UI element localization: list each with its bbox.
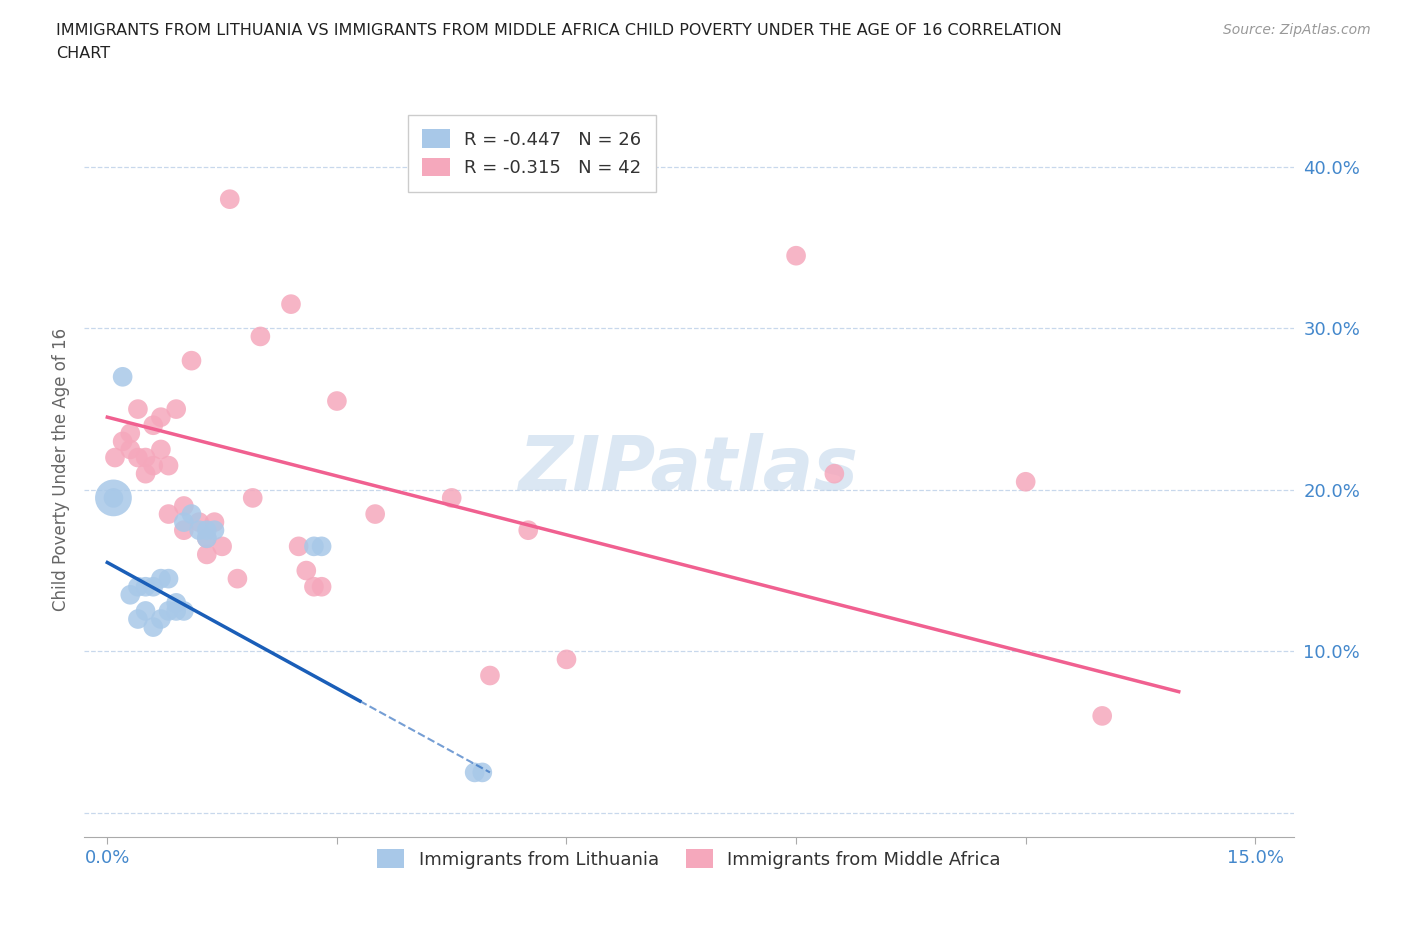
Point: [135, 579, 157, 594]
Point: [326, 393, 349, 408]
Text: ZIPatlas: ZIPatlas: [519, 433, 859, 506]
Point: [173, 604, 195, 618]
Point: [311, 579, 333, 594]
Point: [135, 604, 157, 618]
Point: [1091, 709, 1114, 724]
Point: [204, 514, 226, 529]
Point: [195, 547, 218, 562]
Point: [517, 523, 540, 538]
Point: [173, 498, 195, 513]
Point: [478, 668, 501, 683]
Point: [157, 604, 180, 618]
Point: [173, 514, 195, 529]
Point: [280, 297, 302, 312]
Point: [211, 538, 233, 553]
Point: [555, 652, 578, 667]
Point: [103, 490, 125, 505]
Point: [242, 490, 264, 505]
Point: [302, 538, 325, 553]
Point: [180, 507, 202, 522]
Text: IMMIGRANTS FROM LITHUANIA VS IMMIGRANTS FROM MIDDLE AFRICA CHILD POVERTY UNDER T: IMMIGRANTS FROM LITHUANIA VS IMMIGRANTS …: [56, 23, 1062, 38]
Point: [165, 595, 187, 610]
Point: [142, 579, 165, 594]
Point: [142, 458, 165, 473]
Text: Source: ZipAtlas.com: Source: ZipAtlas.com: [1223, 23, 1371, 37]
Point: [195, 523, 218, 538]
Point: [249, 329, 271, 344]
Point: [157, 507, 180, 522]
Point: [165, 402, 187, 417]
Point: [127, 402, 149, 417]
Point: [135, 466, 157, 481]
Point: [464, 765, 486, 780]
Legend: Immigrants from Lithuania, Immigrants from Middle Africa: Immigrants from Lithuania, Immigrants fr…: [370, 842, 1008, 876]
Point: [226, 571, 249, 586]
Point: [157, 458, 180, 473]
Point: [302, 579, 325, 594]
Point: [785, 248, 807, 263]
Point: [120, 442, 142, 457]
Point: [142, 619, 165, 634]
Point: [204, 523, 226, 538]
Point: [440, 490, 463, 505]
Point: [104, 450, 127, 465]
Point: [127, 579, 149, 594]
Point: [127, 612, 149, 627]
Point: [149, 612, 172, 627]
Point: [165, 604, 187, 618]
Point: [188, 514, 211, 529]
Point: [364, 507, 387, 522]
Point: [127, 450, 149, 465]
Point: [195, 531, 218, 546]
Point: [295, 564, 318, 578]
Point: [823, 466, 845, 481]
Point: [195, 531, 218, 546]
Point: [1014, 474, 1036, 489]
Point: [149, 410, 172, 425]
Point: [149, 571, 172, 586]
Point: [111, 434, 134, 449]
Point: [173, 523, 195, 538]
Point: [471, 765, 494, 780]
Point: [149, 442, 172, 457]
Point: [218, 192, 240, 206]
Point: [188, 523, 211, 538]
Point: [142, 418, 165, 432]
Text: CHART: CHART: [56, 46, 110, 61]
Point: [157, 571, 180, 586]
Point: [120, 588, 142, 603]
Point: [111, 369, 134, 384]
Y-axis label: Child Poverty Under the Age of 16: Child Poverty Under the Age of 16: [52, 328, 70, 611]
Point: [135, 450, 157, 465]
Point: [120, 426, 142, 441]
Point: [287, 538, 309, 553]
Point: [311, 538, 333, 553]
Point: [180, 353, 202, 368]
Point: [103, 490, 125, 505]
